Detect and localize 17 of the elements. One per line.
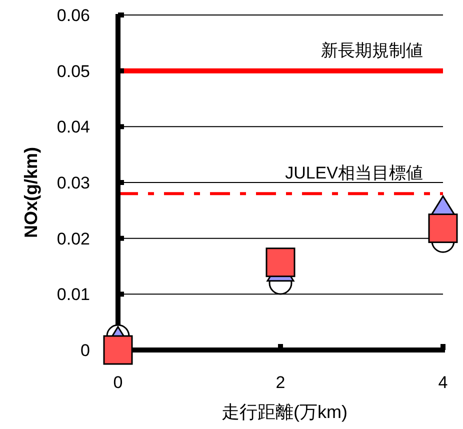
ref-line-label: 新長期規制値 [321,40,423,60]
x-tick-label: 2 [276,373,286,392]
y-tick-label: 0.03 [56,174,90,192]
x-tick-label: 4 [438,373,448,392]
point [428,214,458,244]
y-tick-label: 0.01 [56,285,90,304]
y-tick-label: 0 [80,341,90,360]
x-axis-title: 走行距離(万km) [222,402,348,422]
point [266,248,296,278]
y-tick-label: 0.04 [56,118,90,137]
y-axis-title: NOx(g/km) [21,146,41,238]
x-tick-label: 0 [113,373,123,392]
point [103,335,133,365]
ref-line-label: JULEV相当目標値 [285,164,423,183]
y-tick-label: 0.06 [56,6,90,25]
y-tick-label: 0.05 [56,62,90,81]
y-tick-label: 0.02 [56,229,90,248]
